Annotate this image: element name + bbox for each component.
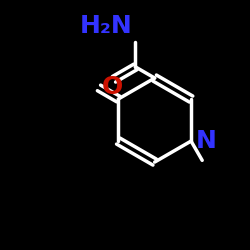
Text: N: N: [196, 129, 217, 153]
Text: H₂N: H₂N: [80, 14, 133, 38]
Text: O: O: [102, 75, 124, 99]
